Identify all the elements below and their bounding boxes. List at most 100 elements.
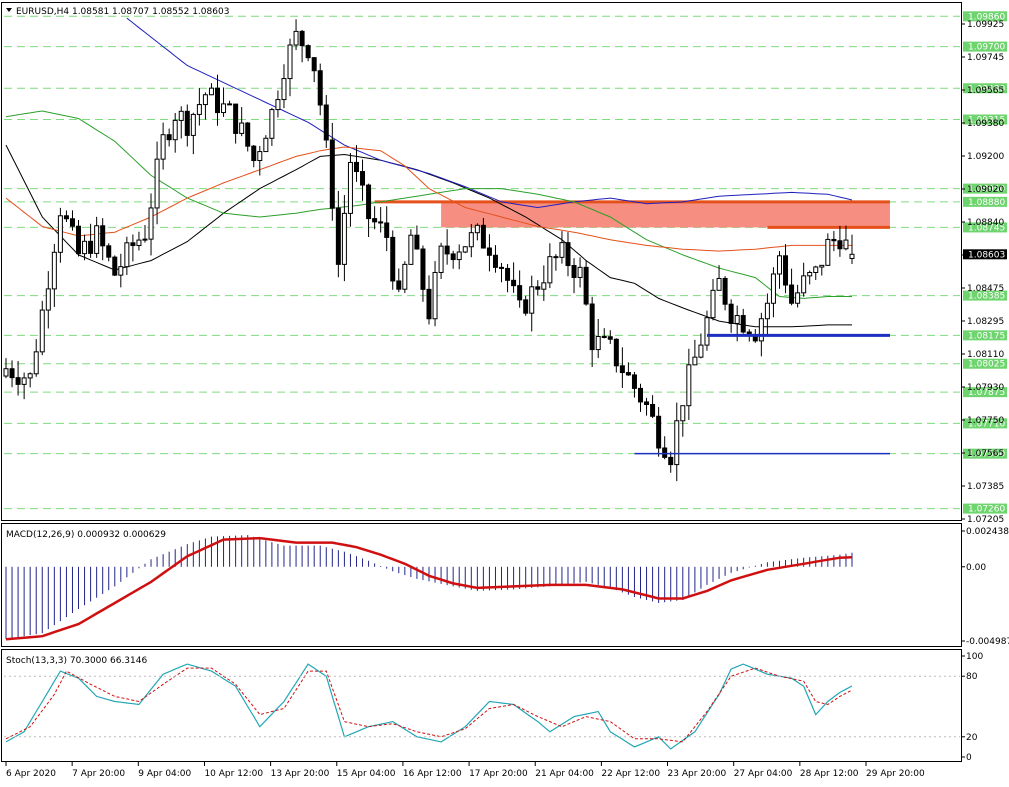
candle xyxy=(523,295,529,316)
candle xyxy=(57,207,63,263)
candle xyxy=(33,339,39,377)
candle xyxy=(21,372,27,400)
candle xyxy=(305,44,311,62)
symbol-dropdown-icon[interactable] xyxy=(6,8,12,12)
candle xyxy=(360,159,366,201)
candle xyxy=(124,236,130,275)
candle xyxy=(130,234,136,262)
candle xyxy=(347,153,353,227)
level-label: 1.08175 xyxy=(968,331,1005,341)
candle xyxy=(408,229,414,265)
time-tick-label: 13 Apr 20:00 xyxy=(271,769,330,779)
candle xyxy=(432,261,438,327)
level-label-bg xyxy=(963,290,1007,301)
level-label-bg xyxy=(963,387,1007,398)
candle xyxy=(45,271,51,329)
candle xyxy=(843,225,849,251)
candle xyxy=(662,436,668,460)
candle xyxy=(154,141,160,225)
candle xyxy=(444,229,450,265)
candle xyxy=(251,144,257,168)
candle xyxy=(106,243,112,262)
level-label: 1.08025 xyxy=(968,360,1005,370)
candle xyxy=(499,262,505,283)
candle xyxy=(819,264,825,276)
stoch-indicator: 100 80 20 0 xyxy=(4,652,983,763)
candle xyxy=(474,223,480,241)
candle xyxy=(813,265,819,281)
stoch-title: Stoch(13,3,3) 70.3000 66.3146 xyxy=(6,656,147,666)
time-tick-label: 17 Apr 20:00 xyxy=(469,769,528,779)
time-tick-label: 22 Apr 12:00 xyxy=(601,769,660,779)
candle xyxy=(565,232,571,277)
candle xyxy=(353,145,359,182)
moving-average-line xyxy=(126,17,853,209)
candle xyxy=(619,347,625,388)
level-label-bg xyxy=(963,183,1007,194)
price-tick-label: 1.07750 xyxy=(967,416,1004,426)
candle xyxy=(390,230,396,290)
macd-panel xyxy=(1,523,962,647)
candle xyxy=(372,206,378,230)
price-tick-label: 1.07385 xyxy=(967,482,1004,492)
candle xyxy=(468,224,474,258)
level-label: 1.08950 xyxy=(968,185,1005,195)
time-tick-label: 21 Apr 04:00 xyxy=(535,769,594,779)
macd-signal-line xyxy=(5,536,853,641)
candle xyxy=(807,270,813,285)
candle xyxy=(511,262,517,293)
price-tick-label: 1.08840 xyxy=(967,218,1004,228)
price-tick-label: 1.08475 xyxy=(967,284,1004,294)
candle xyxy=(686,348,692,420)
candle xyxy=(94,216,100,258)
candle xyxy=(553,254,559,271)
level-label: 1.07550 xyxy=(968,450,1005,460)
candle xyxy=(202,92,208,120)
price-tick-label: 1.07205 xyxy=(967,515,1004,525)
candle xyxy=(789,268,795,306)
candle xyxy=(221,87,227,117)
level-label: 1.08880 xyxy=(968,198,1005,208)
candle xyxy=(263,135,269,153)
stoch-panel xyxy=(1,649,962,762)
candle xyxy=(650,395,656,419)
candle xyxy=(825,233,831,266)
time-tick-label: 10 Apr 12:00 xyxy=(204,769,263,779)
stoch-tick-label: 80 xyxy=(966,672,978,682)
candle xyxy=(257,145,263,176)
candle xyxy=(9,360,15,388)
candle xyxy=(148,193,154,256)
candle xyxy=(674,402,680,482)
candle xyxy=(299,29,305,63)
level-label-bg xyxy=(963,11,1007,22)
candle xyxy=(366,183,372,238)
candle xyxy=(82,234,88,261)
level-label-bg xyxy=(963,448,1007,459)
candle xyxy=(607,330,613,344)
candle xyxy=(378,207,384,233)
candle xyxy=(275,90,281,118)
candle xyxy=(420,245,426,302)
time-tick-label: 16 Apr 12:00 xyxy=(403,769,462,779)
candle xyxy=(625,362,631,376)
stoch-signal-line xyxy=(5,667,853,743)
level-label: 1.09480 xyxy=(968,84,1005,94)
time-tick-label: 28 Apr 12:00 xyxy=(800,769,859,779)
candle xyxy=(764,293,770,336)
moving-average-line xyxy=(5,110,852,299)
level-label-bg xyxy=(963,418,1007,429)
candle xyxy=(317,63,323,116)
candle xyxy=(770,267,776,318)
stoch-tick-label: 20 xyxy=(966,733,978,743)
candle xyxy=(728,299,734,333)
candle xyxy=(39,300,45,356)
time-tick-label: 29 Apr 20:00 xyxy=(866,769,925,779)
candle xyxy=(142,225,148,243)
price-tick-label: 1.09020 xyxy=(967,185,1004,195)
candle xyxy=(100,218,106,261)
candle xyxy=(837,225,843,257)
candle xyxy=(692,339,698,366)
candle xyxy=(831,231,837,252)
price-panel xyxy=(1,2,962,521)
